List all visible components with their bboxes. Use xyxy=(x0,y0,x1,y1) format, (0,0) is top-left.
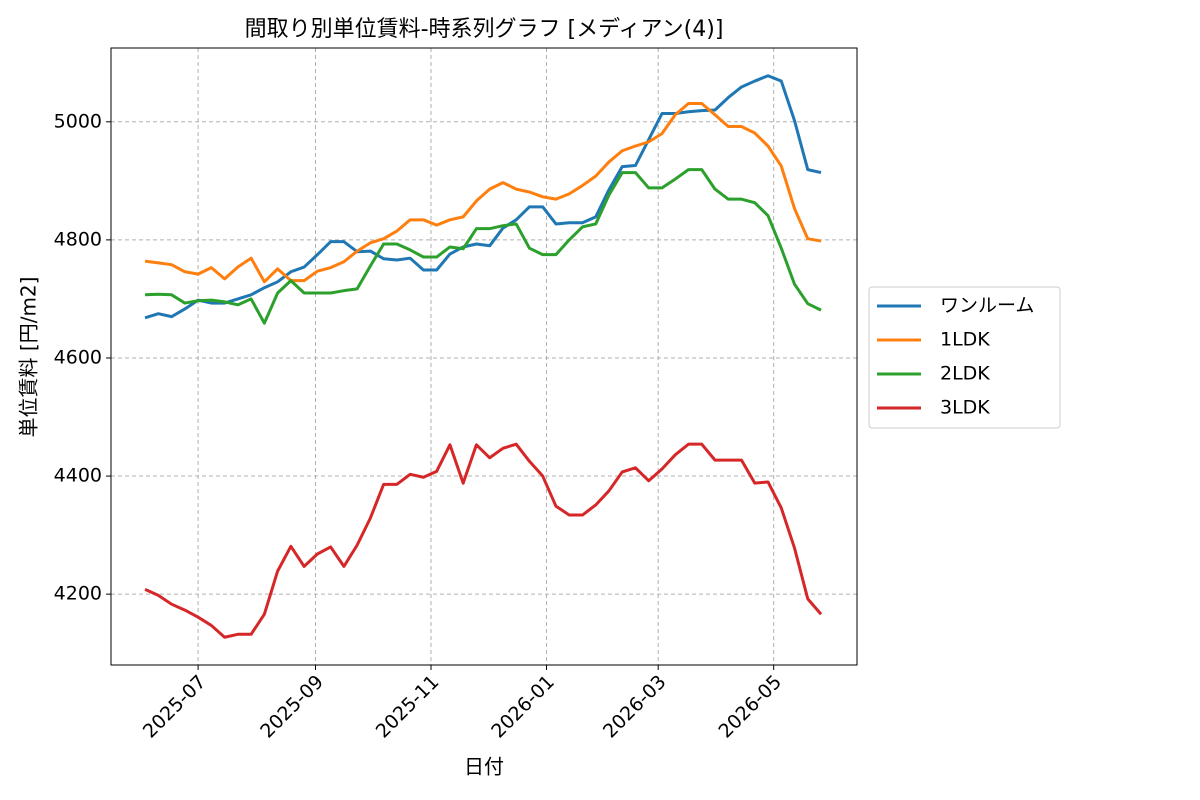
x-tick-label: 2026-01 xyxy=(487,671,559,743)
line-series xyxy=(144,442,823,639)
legend-label: ワンルーム xyxy=(940,295,1034,317)
y-tick-label: 4600 xyxy=(54,346,102,368)
x-tick-label: 2025-07 xyxy=(139,671,211,743)
y-axis-label: 単位賃料 [円/m2] xyxy=(17,277,41,438)
legend-box xyxy=(868,286,1061,429)
x-tick-label: 2026-05 xyxy=(714,671,786,743)
line-series xyxy=(144,102,822,284)
legend-label: 1LDK xyxy=(940,329,990,351)
x-axis-label: 日付 xyxy=(464,755,504,779)
x-tick-label: 2025-11 xyxy=(372,671,444,743)
line-series xyxy=(145,168,822,325)
plot-frame xyxy=(110,47,858,666)
chart-title: 間取り別単位賃料-時系列グラフ [メディアン(4)] xyxy=(245,17,724,42)
x-tick-label: 2025-09 xyxy=(256,671,328,743)
legend-label: 2LDK xyxy=(940,363,990,385)
y-tick-label: 5000 xyxy=(54,110,102,132)
y-tick-label: 4200 xyxy=(54,583,102,605)
x-tick-label: 2026-03 xyxy=(599,671,671,743)
legend-label: 3LDK xyxy=(940,397,990,419)
y-tick-label: 4400 xyxy=(54,465,102,487)
y-tick-label: 4800 xyxy=(54,228,102,250)
